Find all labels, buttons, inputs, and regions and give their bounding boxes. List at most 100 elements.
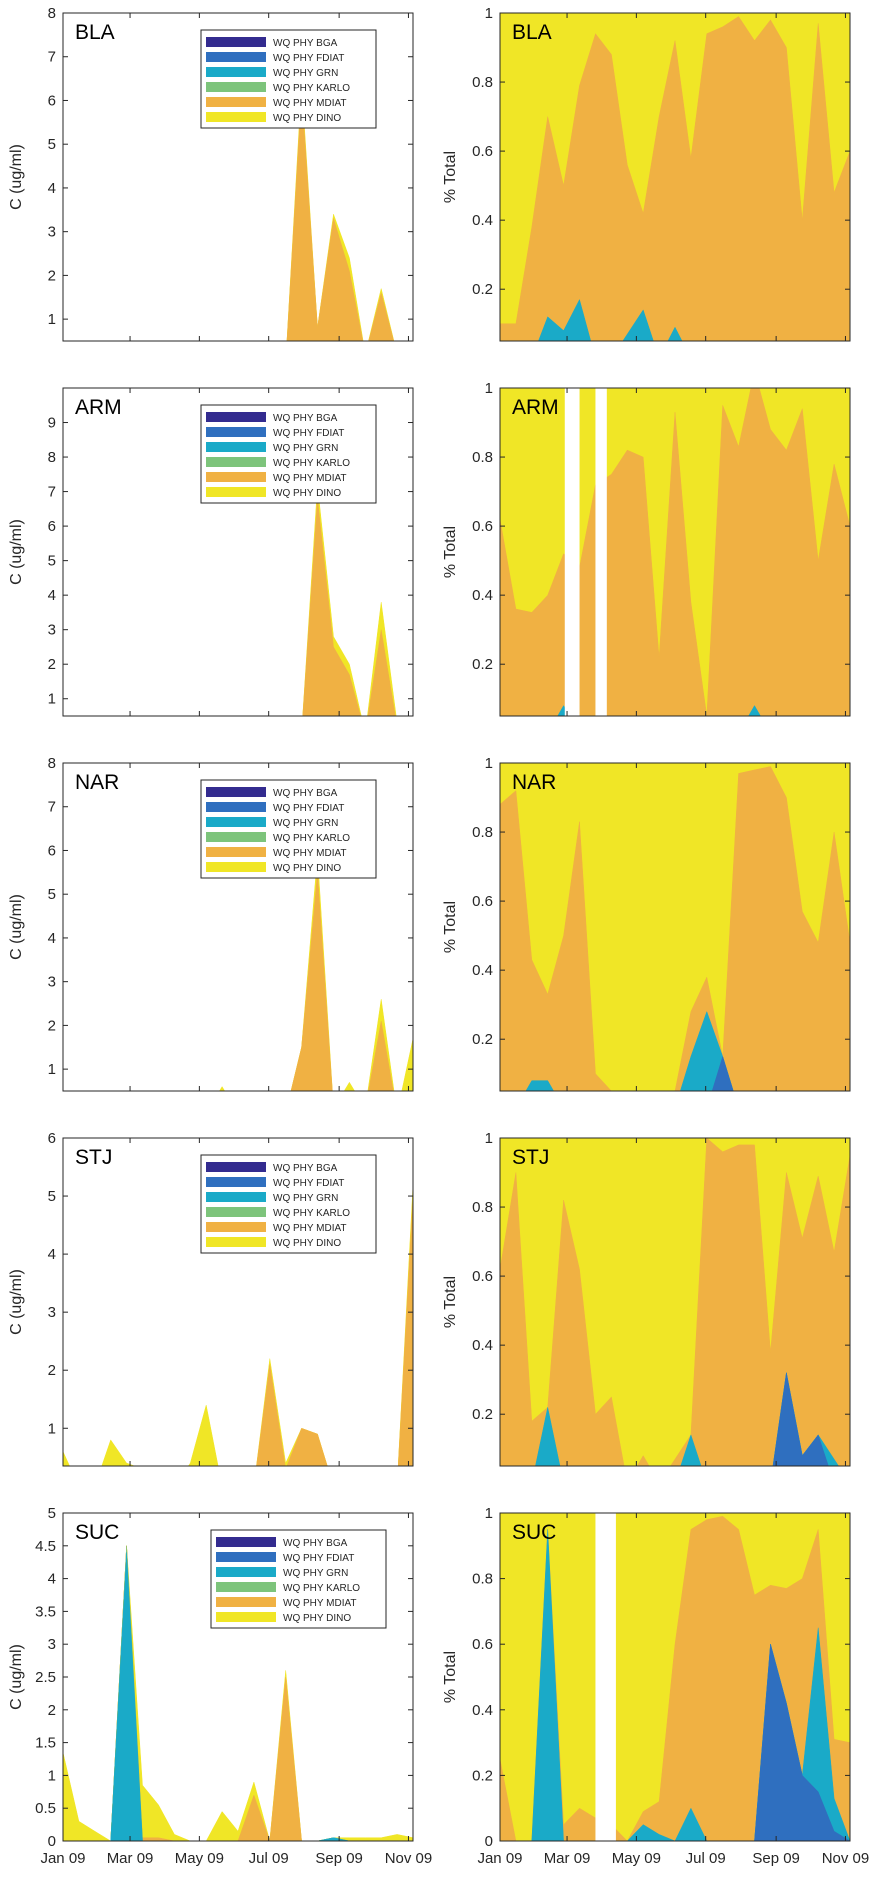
legend-swatch-dino: [206, 112, 266, 122]
y-tick-label: 0.6: [472, 143, 493, 160]
legend-swatch-mdiat: [216, 1597, 276, 1607]
legend-label: WQ PHY BGA: [273, 788, 338, 799]
y-tick-label: 8: [48, 755, 56, 772]
legend-swatch-karlo: [206, 1207, 266, 1217]
y-tick-label: 4: [48, 587, 56, 604]
legend-label: WQ PHY KARLO: [273, 458, 350, 469]
legend-swatch-dino: [206, 862, 266, 872]
y-tick-label: 1: [485, 380, 493, 397]
y-tick-label: 1: [485, 1130, 493, 1147]
legend: WQ PHY BGA WQ PHY FDIAT WQ PHY GRN WQ PHY K…: [200, 404, 377, 504]
series-fdiat-area: [711, 1055, 734, 1091]
y-axis-label: % Total: [442, 151, 459, 203]
y-tick-label: 4: [48, 1571, 56, 1588]
x-tick-label: Jan 09: [477, 1850, 522, 1867]
y-tick-label: 7: [48, 484, 56, 501]
y-tick-label: 0.4: [472, 1337, 493, 1354]
legend-label: WQ PHY FDIAT: [273, 428, 344, 439]
legend-label: WQ PHY GRN: [273, 1193, 338, 1204]
y-tick-label: 4: [48, 180, 56, 197]
y-tick-label: 0.2: [472, 1031, 493, 1048]
y-tick-label: 4: [48, 930, 56, 947]
y-tick-label: 5: [48, 886, 56, 903]
site-label: SUC: [512, 1521, 556, 1544]
y-axis-label: % Total: [442, 1276, 459, 1328]
plot-frame: [499, 387, 851, 717]
series-grn-area: [538, 298, 683, 341]
legend-swatch-fdiat: [206, 802, 266, 812]
legend-swatch-bga: [206, 1162, 266, 1172]
y-tick-label: 2: [48, 656, 56, 673]
legend: WQ PHY BGA WQ PHY FDIAT WQ PHY GRN WQ PHY K…: [200, 779, 377, 879]
x-tick-label: Jul 09: [686, 1850, 726, 1867]
site-label: ARM: [75, 396, 122, 419]
y-tick-label: 0: [48, 1833, 56, 1850]
legend-swatch-grn: [206, 67, 266, 77]
legend-label: WQ PHY GRN: [273, 68, 338, 79]
x-tick-label: Nov 09: [822, 1850, 870, 1867]
site-label: BLA: [75, 21, 115, 44]
legend-label: WQ PHY MDIAT: [273, 98, 347, 109]
y-axis-label: C (ug/ml): [8, 894, 25, 960]
plot-area: [500, 1513, 850, 1841]
legend-label: WQ PHY DINO: [273, 488, 341, 499]
site-label: STJ: [512, 1146, 549, 1169]
y-tick-label: 1: [48, 691, 56, 708]
y-tick-label: 0.8: [472, 74, 493, 91]
y-axis-label: C (ug/ml): [8, 1269, 25, 1335]
y-tick-label: 0.2: [472, 1406, 493, 1423]
y-tick-label: 2.5: [35, 1669, 56, 1686]
y-tick-label: 1: [485, 5, 493, 22]
y-tick-label: 2: [48, 267, 56, 284]
y-axis-label: % Total: [442, 1651, 459, 1703]
series-mdiat-area: [256, 1196, 413, 1466]
series-dino-area: [302, 484, 397, 716]
x-tick-label: May 09: [175, 1850, 224, 1867]
y-tick-label: 2: [48, 1702, 56, 1719]
legend-label: WQ PHY MDIAT: [273, 848, 347, 859]
y-tick-label: 0: [485, 1833, 493, 1850]
legend-swatch-fdiat: [206, 427, 266, 437]
y-tick-label: 1: [485, 755, 493, 772]
panel-bla-right: 0.2 0.4 0.6 0.8 1 % Total BLA: [442, 5, 851, 342]
x-tick-label: Mar 09: [544, 1850, 591, 1867]
legend-swatch-mdiat: [206, 847, 266, 857]
legend: WQ PHY BGA WQ PHY FDIAT WQ PHY GRN WQ PHY K…: [210, 1529, 387, 1629]
legend-swatch-karlo: [206, 457, 266, 467]
panel-arm-right: 0.2 0.4 0.6 0.8 1 % Total ARM: [442, 380, 851, 717]
legend-label: WQ PHY DINO: [283, 1613, 351, 1624]
y-tick-label: 1: [485, 1505, 493, 1522]
y-tick-label: 0.8: [472, 1199, 493, 1216]
legend-swatch-bga: [206, 787, 266, 797]
legend-swatch-fdiat: [206, 52, 266, 62]
y-tick-label: 3: [48, 622, 56, 639]
y-tick-label: 3: [48, 1636, 56, 1653]
legend-label: WQ PHY KARLO: [273, 833, 350, 844]
legend-label: WQ PHY DINO: [273, 863, 341, 874]
legend-label: WQ PHY FDIAT: [273, 803, 344, 814]
y-tick-label: 0.2: [472, 281, 493, 298]
site-label: NAR: [512, 771, 556, 794]
y-axis-label: C (ug/ml): [8, 1644, 25, 1710]
legend: WQ PHY BGA WQ PHY FDIAT WQ PHY GRN WQ PHY K…: [200, 29, 377, 129]
y-tick-label: 6: [48, 1130, 56, 1147]
legend-swatch-karlo: [206, 832, 266, 842]
y-tick-label: 6: [48, 518, 56, 535]
legend-swatch-fdiat: [206, 1177, 266, 1187]
y-tick-label: 0.6: [472, 1268, 493, 1285]
legend-swatch-grn: [216, 1567, 276, 1577]
y-axis-label: % Total: [442, 526, 459, 578]
legend-label: WQ PHY BGA: [273, 38, 338, 49]
y-tick-label: 4.5: [35, 1538, 56, 1555]
plot-area: [500, 1138, 850, 1466]
y-tick-label: 1: [48, 1767, 56, 1784]
x-tick-label: Jul 09: [249, 1850, 289, 1867]
site-label: STJ: [75, 1146, 112, 1169]
panel-suc-right: 0 0.2 0.4 0.6 0.8 1 Jan 09 Mar 09 May 09 Jul 09 Se…: [442, 1505, 869, 1867]
plot-frame: [62, 12, 414, 342]
series-mdiat-area: [302, 498, 396, 716]
x-tick-label: May 09: [612, 1850, 661, 1867]
y-tick-label: 4: [48, 1246, 56, 1263]
plot-area: [500, 763, 850, 1091]
